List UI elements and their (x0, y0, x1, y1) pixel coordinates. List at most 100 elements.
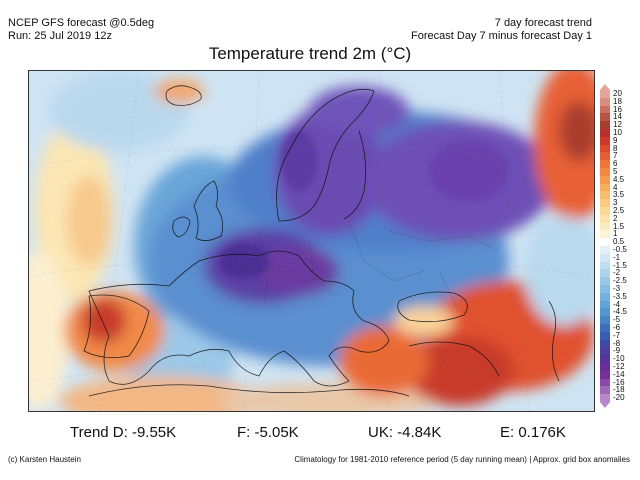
climatology-note: Climatology for 1981-2010 reference peri… (294, 455, 630, 464)
legend-label: 5 (613, 167, 618, 176)
legend-swatch (600, 378, 610, 387)
legend-label: -3.5 (613, 291, 627, 301)
legend-label: -4 (613, 299, 621, 309)
legend-swatch (600, 253, 610, 263)
legend-label: -6 (613, 323, 621, 332)
legend-label: 20 (613, 89, 622, 98)
legend-swatch (600, 246, 610, 255)
legend-swatch (600, 152, 610, 161)
legend-label: -7 (613, 330, 621, 340)
color-legend: 20 18 16 14 12 10 9 8 7 6 5 4.5 4 3.5 3 2.5 2 1.5 1 0.5 -0.5… (600, 84, 638, 408)
legend-label: -9 (613, 346, 621, 356)
trend-info: 7 day forecast trend Forecast Day 7 minu… (411, 17, 592, 43)
legend-swatch (600, 370, 610, 380)
legend-swatch (600, 160, 610, 169)
legend-swatch (600, 214, 610, 224)
legend-swatch (600, 269, 610, 278)
legend-swatch (600, 230, 610, 239)
legend-swatch (600, 191, 610, 200)
trend-type: 7 day forecast trend (494, 17, 592, 29)
legend-swatch (600, 238, 610, 247)
legend-swatch (600, 105, 610, 114)
legend-label: -1.5 (613, 260, 627, 270)
legend-max-arrow (600, 84, 610, 90)
model-name: NCEP GFS forecast @0.5deg (8, 17, 155, 29)
legend-label: 18 (613, 96, 622, 106)
legend-label: 2.5 (613, 206, 625, 215)
legend-label: 10 (613, 128, 622, 137)
legend-swatch (600, 339, 610, 348)
stat-spain: E: 0.176K (500, 424, 566, 441)
stat-germany: Trend D: -9.55K (70, 424, 177, 441)
legend-swatch (600, 222, 610, 231)
legend-label: 16 (613, 104, 622, 114)
legend-swatch (600, 331, 610, 341)
legend-swatch (600, 183, 610, 192)
legend-label: 7 (613, 151, 618, 161)
legend-label: 0.5 (613, 237, 625, 247)
map-graphic (29, 71, 594, 411)
legend-label: -2 (613, 268, 621, 278)
legend-swatch (600, 316, 610, 325)
legend-swatch (600, 386, 610, 395)
legend-swatch (600, 292, 610, 302)
legend-swatch (600, 168, 610, 177)
legend-swatch (600, 97, 610, 107)
legend-label: -16 (613, 377, 625, 387)
map-title: Temperature trend 2m (°C) (208, 44, 412, 63)
legend-swatch (600, 113, 610, 122)
legend-label: -18 (613, 385, 625, 395)
legend-label: -20 (613, 393, 625, 403)
legend-swatch (600, 308, 610, 317)
legend-swatch (600, 285, 610, 294)
trend-description: Forecast Day 7 minus forecast Day 1 (411, 30, 592, 42)
legend-swatch (600, 363, 610, 372)
stat-france: F: -5.05K (237, 424, 299, 441)
legend-label: -5 (613, 315, 621, 325)
legend-swatch (600, 261, 610, 270)
temperature-trend-map (28, 70, 595, 412)
legend-swatch (600, 129, 610, 138)
legend-swatch (600, 324, 610, 333)
legend-swatch (600, 199, 610, 208)
legend-swatch (600, 394, 610, 403)
legend-swatch (600, 300, 610, 309)
graticule (29, 71, 594, 411)
legend-label: 4.5 (613, 174, 625, 184)
border-overlay (228, 220, 500, 312)
legend-label: 8 (613, 143, 618, 153)
legend-swatch (600, 207, 610, 216)
legend-label: 1 (613, 229, 618, 239)
credit: (c) Karsten Haustein (8, 455, 81, 464)
legend-label: -12 (613, 362, 625, 371)
legend-label: 3.5 (613, 190, 625, 200)
legend-swatch (600, 121, 610, 130)
legend-swatch (600, 90, 610, 99)
legend-swatch (600, 136, 610, 146)
legend-label: -1 (613, 252, 621, 262)
legend-label: 12 (613, 120, 622, 130)
legend-label: 3 (613, 198, 618, 208)
legend-swatch (600, 175, 610, 185)
legend-label: -3 (613, 284, 621, 293)
model-info: NCEP GFS forecast @0.5deg Run: 25 Jul 20… (8, 17, 154, 43)
legend-label: 1.5 (613, 221, 625, 231)
legend-label: -2.5 (613, 276, 627, 286)
legend-label: -4.5 (613, 307, 627, 317)
legend-swatch (600, 277, 610, 286)
legend-label: 9 (613, 135, 618, 145)
run-date: Run: 25 Jul 2019 12z (8, 30, 112, 42)
legend-swatch (600, 347, 610, 356)
legend-label: -8 (613, 338, 621, 348)
legend-swatch (600, 355, 610, 364)
stat-uk: UK: -4.84K (368, 424, 442, 441)
legend-label: 14 (613, 112, 622, 122)
legend-label: -14 (613, 369, 625, 379)
legend-label: -0.5 (613, 245, 627, 254)
legend-min-arrow (600, 402, 610, 408)
legend-label: 4 (613, 182, 618, 192)
coastline-overlay (83, 85, 560, 397)
legend-swatch (600, 144, 610, 153)
legend-label: 6 (613, 159, 618, 169)
legend-label: -10 (613, 354, 625, 364)
